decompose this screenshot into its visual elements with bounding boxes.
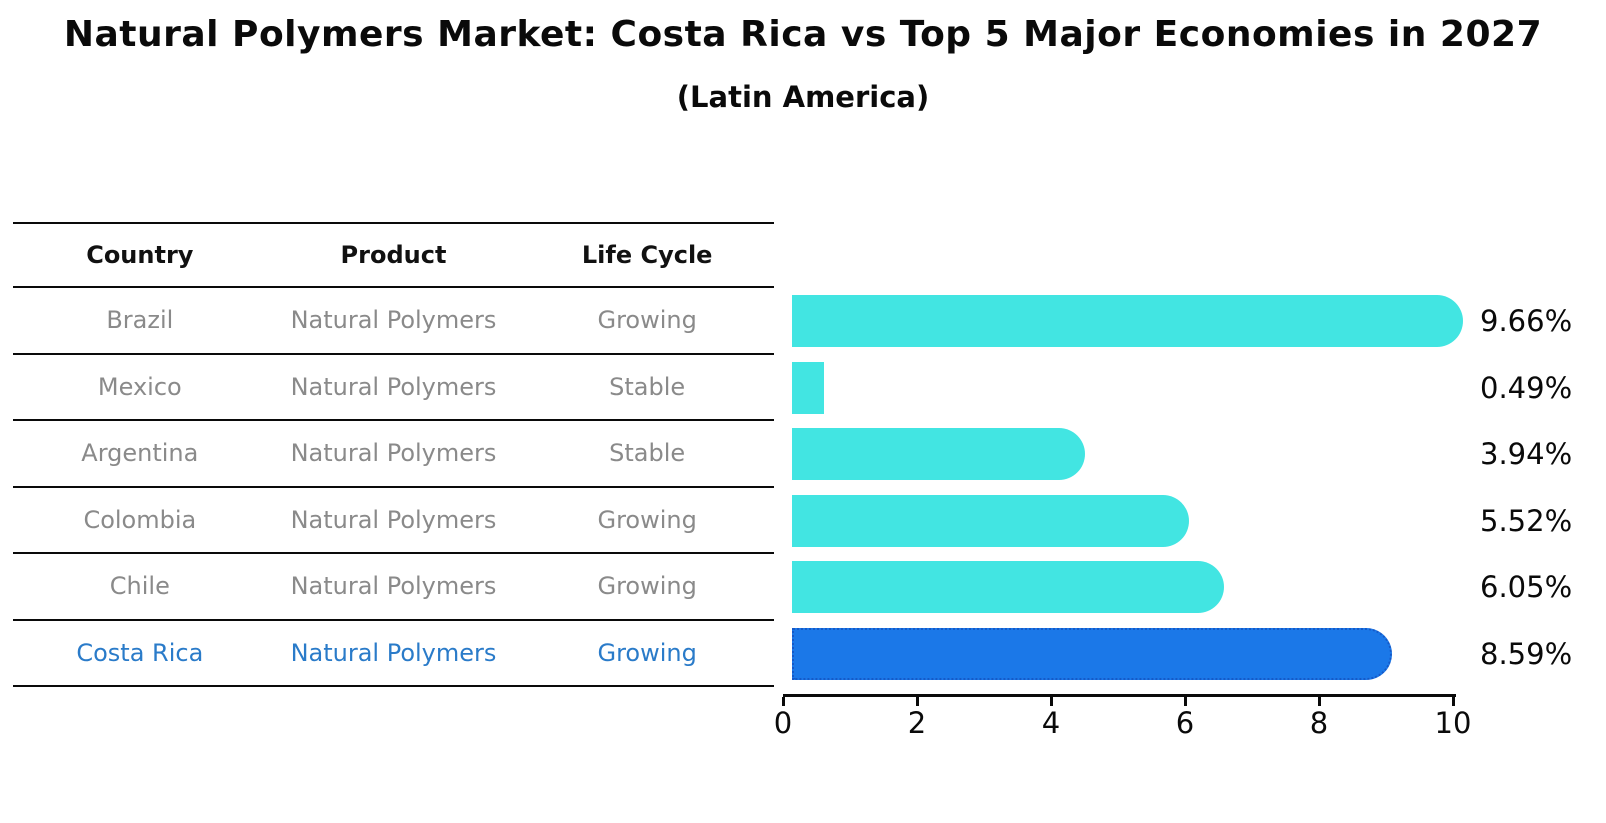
bar-brazil: [792, 295, 1463, 348]
cell-life-cycle: Growing: [597, 505, 697, 534]
x-axis-tick: [1318, 697, 1321, 706]
bar-row: [792, 488, 1472, 555]
cell-product: Natural Polymers: [290, 372, 497, 401]
cell-product: Natural Polymers: [290, 638, 497, 667]
cell-product: Natural Polymers: [290, 572, 497, 601]
cell-country: Mexico: [97, 372, 182, 401]
bar-argentina: [792, 428, 1086, 481]
cell-life-cycle: Stable: [609, 439, 686, 468]
cell-life-cycle: Growing: [597, 572, 697, 601]
cell-life-cycle: Stable: [609, 372, 686, 401]
cell-country: Colombia: [83, 505, 197, 534]
table-header-row: Country Product Life Cycle: [13, 222, 774, 288]
x-tick-label: 6: [1175, 706, 1195, 740]
chart-subtitle: (Latin America): [676, 80, 930, 114]
bar-chile: [792, 561, 1225, 614]
table-row-mexico: Mexico Natural Polymers Stable: [13, 355, 774, 421]
value-label-colombia: 5.52%: [1480, 503, 1573, 538]
table-row-brazil: Brazil Natural Polymers Growing: [13, 288, 774, 355]
cell-life-cycle: Growing: [597, 638, 697, 667]
cell-life-cycle: Growing: [597, 306, 697, 335]
value-label-costa-rica: 8.59%: [1480, 636, 1573, 671]
x-axis-tick: [1452, 697, 1455, 706]
bar-row: [792, 355, 1472, 422]
cell-country: Argentina: [81, 439, 199, 468]
x-axis-tick: [1184, 697, 1187, 706]
table-row-chile: Chile Natural Polymers Growing: [13, 554, 774, 621]
value-label-brazil: 9.66%: [1480, 304, 1573, 339]
bar-plot-area: [792, 288, 1472, 687]
table-row-costa-rica: Costa Rica Natural Polymers Growing: [13, 621, 774, 687]
cell-product: Natural Polymers: [290, 505, 497, 534]
table-row-argentina: Argentina Natural Polymers Stable: [13, 421, 774, 488]
x-tick-label: 4: [1041, 706, 1061, 740]
bar-row: [792, 421, 1472, 488]
x-axis-tick: [1050, 697, 1053, 706]
bar-row: [792, 554, 1472, 621]
bar-row: [792, 288, 1472, 355]
value-label-chile: 6.05%: [1480, 570, 1573, 605]
x-tick-label: 0: [773, 706, 793, 740]
bar-colombia: [792, 494, 1190, 547]
column-header-product: Product: [340, 241, 447, 269]
bar-row: [792, 621, 1472, 688]
cell-product: Natural Polymers: [290, 439, 497, 468]
x-axis-tick: [916, 697, 919, 706]
value-label-argentina: 3.94%: [1480, 437, 1573, 472]
bar-mexico: [792, 361, 825, 414]
value-labels: 9.66% 0.49% 3.94% 5.52% 6.05% 8.59%: [1480, 288, 1606, 687]
value-label-mexico: 0.49%: [1480, 370, 1573, 405]
column-header-life-cycle: Life Cycle: [581, 241, 713, 269]
x-tick-label: 8: [1309, 706, 1329, 740]
x-tick-label: 2: [907, 706, 927, 740]
cell-product: Natural Polymers: [290, 306, 497, 335]
x-tick-label: 10: [1434, 706, 1472, 740]
x-axis-line: [783, 694, 1456, 697]
chart-title: Natural Polymers Market: Costa Rica vs T…: [63, 14, 1543, 55]
cell-country: Costa Rica: [76, 638, 204, 667]
column-header-country: Country: [86, 241, 194, 269]
cell-country: Brazil: [106, 306, 174, 335]
bar-costa-rica: [792, 627, 1392, 680]
comparison-table: Country Product Life Cycle Brazil Natura…: [13, 222, 774, 687]
cell-country: Chile: [109, 572, 170, 601]
table-row-colombia: Colombia Natural Polymers Growing: [13, 488, 774, 554]
x-axis-tick: [782, 697, 785, 706]
